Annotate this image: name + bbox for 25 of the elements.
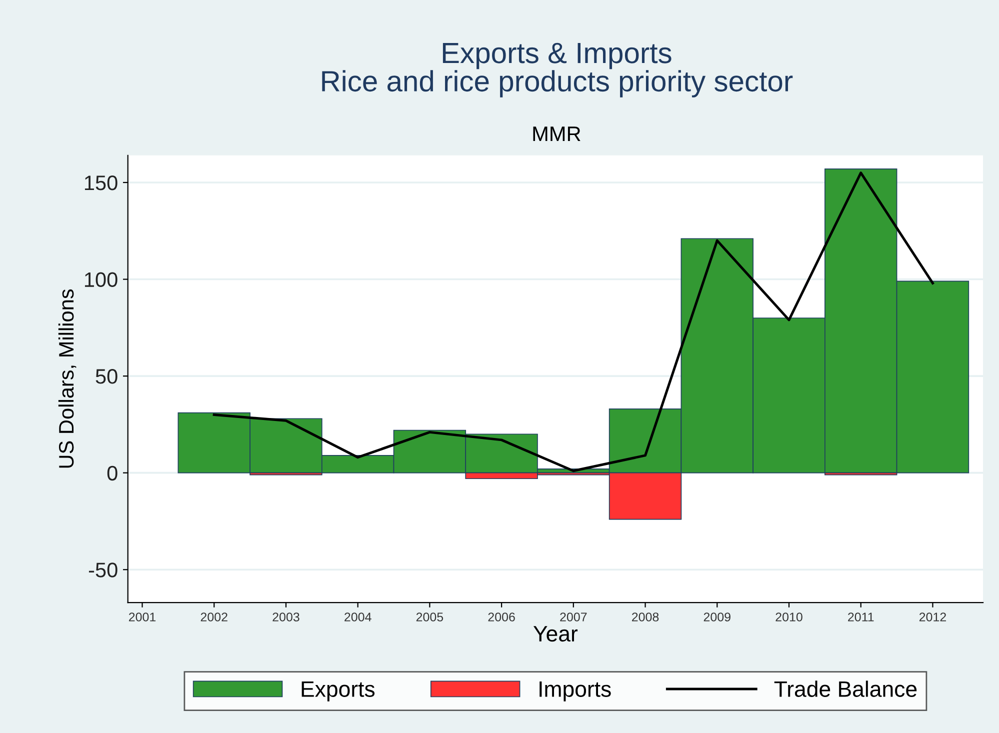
x-axis-title: Year: [533, 626, 578, 642]
y-axis-title: US Dollars, Millions: [58, 289, 76, 468]
y-tick-label: 50: [96, 369, 118, 384]
x-tick-label: 2012: [919, 612, 946, 622]
x-tick-label: 2005: [416, 612, 444, 622]
chart-title: Exports & Imports Rice and rice products priority sector: [322, 42, 793, 98]
legend-label: Exports: [302, 681, 375, 702]
y-tick-label: 100: [84, 272, 118, 288]
legend-label: Trade Balance: [774, 680, 917, 697]
x-tick-label: 2004: [344, 612, 372, 622]
x-tick-label: 2009: [704, 612, 730, 622]
y-tick-label: 150: [84, 175, 118, 190]
legend-label: Imports: [540, 681, 611, 702]
x-tick-label: 2007: [560, 612, 587, 622]
x-tick-label: 2006: [488, 612, 515, 622]
x-tick-label: 2008: [632, 612, 659, 622]
chart-subtitle: MMR: [533, 126, 580, 141]
x-tick-label: 2010: [776, 612, 802, 622]
y-tick-label: -50: [88, 562, 118, 578]
x-tick-label: 2011: [848, 612, 874, 622]
x-tick-label: 2002: [200, 612, 228, 622]
line-series: [212, 172, 934, 472]
x-tick-label: 2001: [128, 612, 156, 622]
y-tick-label: 0: [107, 466, 118, 481]
x-tick-label: 2003: [272, 612, 300, 622]
